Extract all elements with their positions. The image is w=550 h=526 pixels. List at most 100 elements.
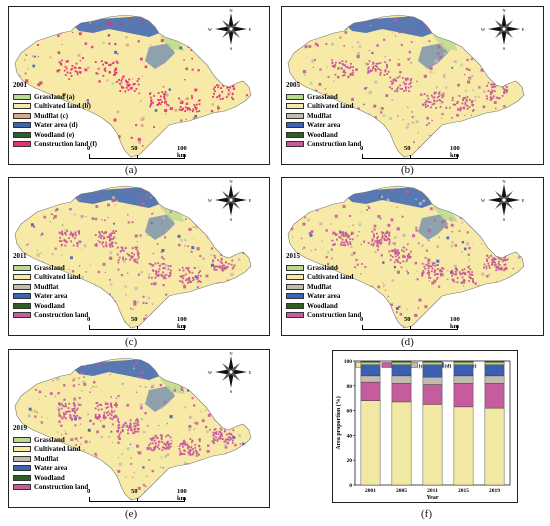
legend-swatch — [13, 474, 31, 481]
bar-segment — [484, 383, 505, 409]
legend-item: Woodland — [286, 130, 361, 140]
legend-label: Grassland — [34, 263, 65, 272]
legend-item: Grassland (a) — [13, 92, 97, 102]
scale-tick-label: 0 — [360, 145, 364, 152]
legend-swatch — [286, 141, 304, 148]
compass-n: N — [229, 179, 233, 184]
bar-segment — [391, 401, 412, 486]
legend-item: Woodland (e) — [13, 130, 97, 140]
bar-segment — [360, 364, 381, 377]
legend-item: Water area — [13, 464, 88, 474]
bar-segment — [391, 375, 412, 384]
bar-segment — [360, 400, 381, 486]
land-use-map: N S E W — [287, 8, 525, 158]
legend-label: Grassland — [307, 263, 338, 272]
legend-label: Mudflat (c) — [34, 111, 69, 120]
legend-label: Water area — [307, 121, 341, 130]
compass-w: W — [208, 198, 213, 203]
scale-bar: 0 50 100 km — [360, 316, 460, 330]
legend-label: Grassland — [34, 435, 65, 444]
map-legend: Grassland Cultivated land Mudflat Water are… — [13, 263, 88, 320]
legend-item: Cultivated land — [13, 445, 88, 455]
bar-segment — [453, 406, 474, 486]
map-legend: Grassland Cultivated land Mudflat Water are… — [13, 435, 88, 492]
chart-panel: (a)(b)(c)(d)(e)(f)0204060801002001200520… — [332, 350, 518, 503]
land-use-map: N S E W — [14, 351, 252, 501]
compass-n: N — [502, 8, 506, 13]
compass-w: W — [481, 198, 486, 203]
compass-rose: N S E W — [208, 351, 252, 394]
bar-segment — [484, 407, 505, 486]
legend-label: Woodland — [307, 130, 338, 139]
chart-legend-label: (e) — [470, 362, 476, 369]
bar-segment — [422, 404, 443, 486]
legend-swatch — [286, 112, 304, 119]
scale-tick-label: 50 — [131, 316, 138, 323]
legend-label: Water area — [307, 292, 341, 301]
compass-n: N — [229, 351, 233, 356]
map-panel-c: N S E W 2011 Grassland Cultivated land Mudflat W… — [8, 177, 270, 336]
legend-item: Mudflat — [13, 454, 88, 464]
legend-label: Cultivated land — [307, 102, 354, 111]
bar-segment — [391, 383, 412, 403]
compass-s: S — [230, 46, 233, 51]
legend-swatch — [286, 274, 304, 281]
map-panel-a: N S E W 2001 Grassland (a) Cultivated land (b)… — [8, 6, 270, 165]
bar-segment — [360, 362, 381, 365]
panel-caption: (e) — [125, 508, 138, 520]
legend-swatch — [13, 103, 31, 110]
compass-n: N — [502, 179, 506, 184]
bar-segment — [422, 362, 443, 365]
bar-segment — [453, 362, 474, 365]
legend-label: Construction land — [307, 140, 362, 149]
legend-swatch — [13, 283, 31, 290]
x-tick-label: 2001 — [365, 488, 376, 494]
legend-item: Woodland — [286, 301, 361, 311]
legend-swatch — [286, 93, 304, 100]
legend-label: Cultivated land (b) — [34, 102, 91, 111]
legend-item: Construction land — [13, 311, 88, 321]
legend-label: Cultivated land — [34, 445, 81, 454]
legend-swatch — [13, 436, 31, 443]
year-label: 2005 — [286, 81, 300, 89]
legend-item: Grassland — [13, 263, 88, 273]
bar-segment — [360, 375, 381, 383]
y-tick-label: 20 — [347, 458, 353, 464]
scale-bar: 0 50 100 km — [87, 316, 187, 330]
legend-swatch — [286, 131, 304, 138]
map-panel-d: N S E W 2015 Grassland Cultivated land Mudflat W… — [281, 177, 544, 336]
legend-swatch — [13, 312, 31, 319]
bar-segment — [391, 360, 412, 363]
legend-item: Cultivated land (b) — [13, 102, 97, 112]
bar-segment — [484, 362, 505, 365]
y-axis-label: Area proportion (%) — [335, 396, 342, 449]
y-tick-label: 60 — [347, 409, 353, 415]
legend-label: Mudflat — [34, 282, 59, 291]
legend-item: Water area — [13, 292, 88, 302]
legend-swatch — [13, 455, 31, 462]
compass-rose: N S E W — [208, 8, 252, 51]
legend-label: Construction land — [34, 483, 89, 492]
year-label: 2011 — [13, 252, 27, 260]
scale-tick-label: 50 — [131, 488, 138, 495]
legend-swatch — [13, 131, 31, 138]
legend-item: Water area — [286, 121, 361, 131]
compass-n: N — [229, 8, 233, 13]
y-tick-label: 40 — [347, 433, 353, 439]
scale-bar: 0 50 100 km — [87, 488, 187, 502]
bar-segment — [453, 364, 474, 377]
legend-item: Cultivated land — [286, 102, 361, 112]
legend-swatch — [13, 274, 31, 281]
bar-segment — [391, 364, 412, 377]
scale-tick-label: 0 — [87, 145, 91, 152]
x-tick-label: 2011 — [427, 488, 438, 494]
legend-swatch — [286, 103, 304, 110]
legend-label: Water area (d) — [34, 121, 78, 130]
map-legend: Grassland Cultivated land Mudflat Water are… — [286, 263, 361, 320]
panel-caption: (b) — [401, 164, 414, 176]
legend-item: Cultivated land — [286, 273, 361, 283]
bar-segment — [453, 360, 474, 363]
legend-item: Grassland — [13, 435, 88, 445]
scale-tick-label: 0 — [360, 316, 364, 323]
legend-item: Mudflat — [286, 282, 361, 292]
